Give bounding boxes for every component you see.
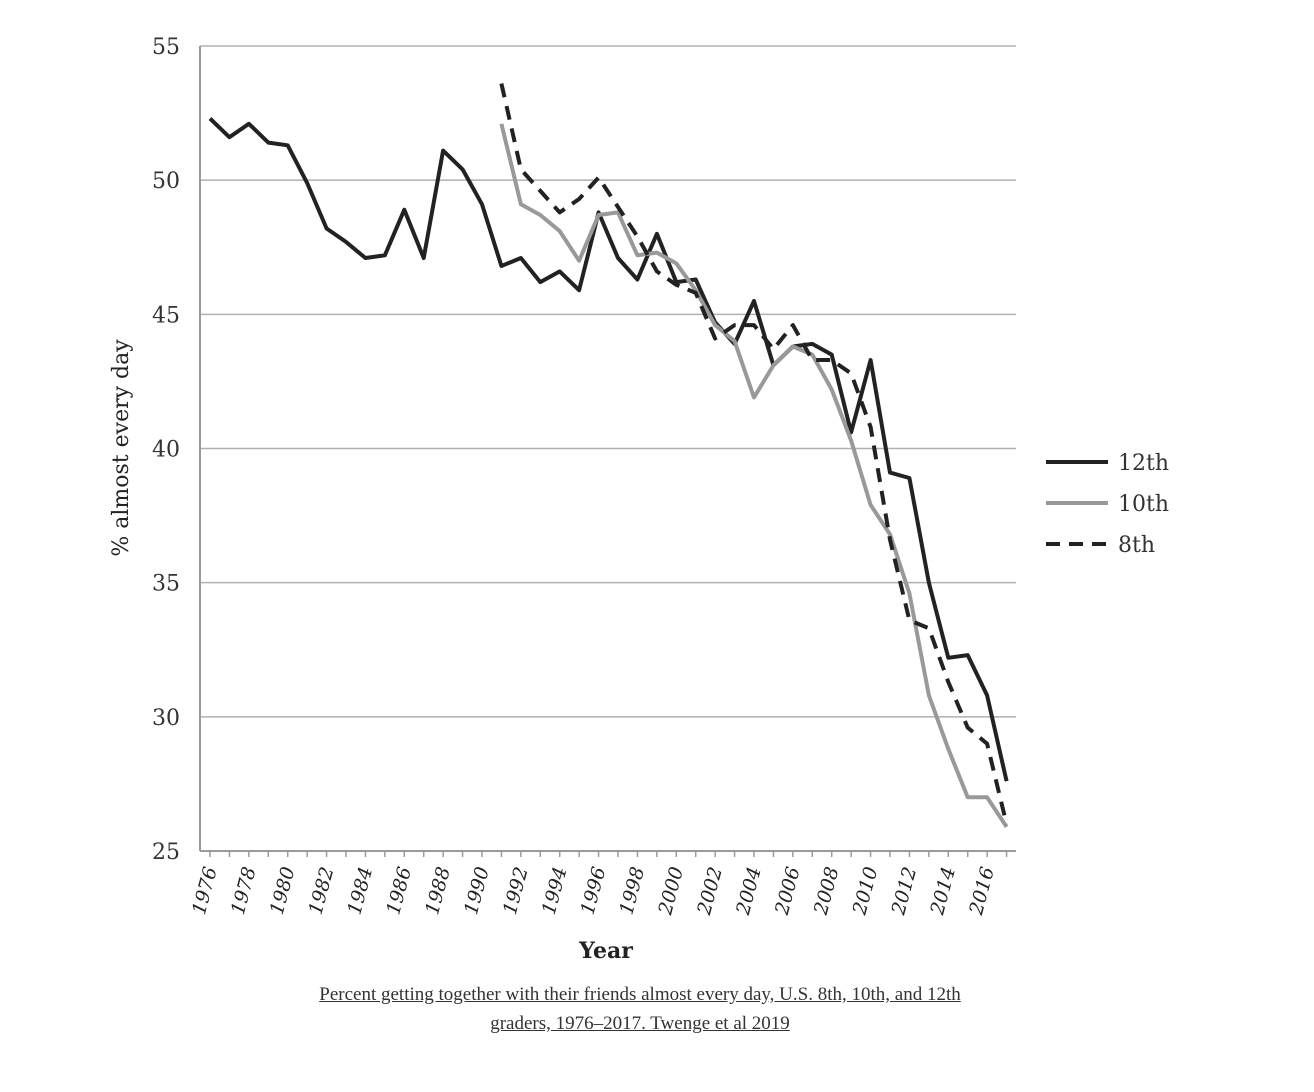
figure-caption[interactable]: Percent getting together with their frie… <box>240 980 1040 1038</box>
x-tick-label: 2012 <box>887 865 921 918</box>
x-tick-label: 2006 <box>771 865 805 918</box>
caption-line-1: Percent getting together with their frie… <box>319 984 961 1005</box>
series-line-12th <box>208 117 1009 782</box>
series-line-10th <box>499 123 1009 829</box>
y-tick-label: 40 <box>152 438 180 463</box>
x-tick-label: 1980 <box>266 865 300 917</box>
series-line-8th <box>499 83 1009 825</box>
y-tick-label: 30 <box>152 706 180 731</box>
x-tick-label: 2000 <box>654 865 688 918</box>
y-tick-label: 55 <box>152 35 180 60</box>
series-lines <box>208 83 1009 829</box>
x-tick-label: 1986 <box>382 865 416 917</box>
legend: 12th 10th 8th <box>1046 451 1169 558</box>
y-tick-label: 45 <box>152 303 180 328</box>
y-tick-label: 35 <box>152 572 180 597</box>
y-tick-label: 50 <box>152 169 180 194</box>
x-tick-label: 1988 <box>421 865 455 917</box>
x-tick-label: 1992 <box>499 865 533 917</box>
x-tick-label: 2014 <box>926 865 960 918</box>
y-tick-label: 25 <box>152 840 180 865</box>
x-tick-label: 1976 <box>188 865 222 917</box>
x-tick-label: 1996 <box>577 865 611 917</box>
x-tick-label: 2016 <box>965 865 999 918</box>
x-tick-label: 2002 <box>693 865 727 918</box>
x-tick-label: 1998 <box>615 865 649 917</box>
caption-line-2: graders, 1976–2017. Twenge et al 2019 <box>490 1013 790 1034</box>
x-tick-label: 2010 <box>848 865 882 918</box>
y-axis-title: % almost every day <box>109 339 134 557</box>
x-tick-label: 1994 <box>538 865 572 917</box>
gridlines <box>200 45 1016 852</box>
x-tick-label: 1990 <box>460 865 494 917</box>
x-tick-label: 1978 <box>227 865 261 917</box>
x-axis-title: Year <box>578 938 633 964</box>
legend-label-12th: 12th <box>1118 451 1169 476</box>
legend-label-8th: 8th <box>1118 533 1155 558</box>
legend-label-10th: 10th <box>1118 492 1169 517</box>
x-tick-label: 1982 <box>305 865 339 917</box>
x-tick-label: 2004 <box>732 865 766 918</box>
x-tick-label: 1984 <box>343 865 377 917</box>
x-tick-label: 2008 <box>810 865 844 918</box>
